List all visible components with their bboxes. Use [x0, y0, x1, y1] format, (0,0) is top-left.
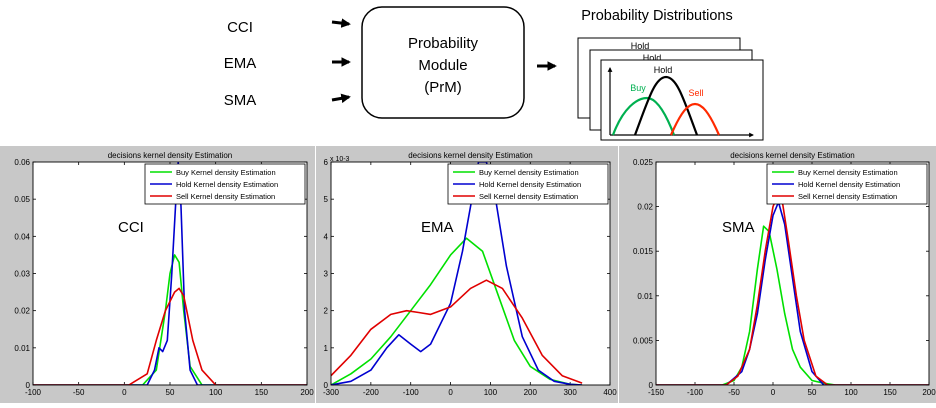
sma-chart-title: decisions kernel density Estimation [730, 151, 855, 160]
cci-axes-box [32, 161, 308, 386]
sma-y-tick-label: 0.025 [633, 158, 654, 167]
ema-plot-annotation: EMA [421, 219, 454, 236]
cci-x-tick-label: 100 [209, 388, 223, 397]
ema-legend-label-buy: Buy Kernel density Estimation [479, 168, 579, 177]
ema-y-exponent: x 10-3 [330, 156, 350, 163]
sma-y-tick-label: 0.02 [637, 203, 653, 212]
ema-x-tick-label: 400 [603, 388, 617, 397]
ema-x-tick-label: -200 [363, 388, 380, 397]
sma-y-tick-label: 0.01 [637, 292, 653, 301]
cci-y-tick-label: 0.03 [14, 270, 30, 279]
card-buy-label: Buy [630, 83, 646, 93]
cci-x-tick-label: -50 [73, 388, 85, 397]
ema-legend-label-sell: Sell Kernel density Estimation [479, 192, 578, 201]
sma-y-tick-label: 0.005 [633, 336, 654, 345]
ema-buy-density-line [331, 237, 583, 385]
card-buy-curve [611, 96, 676, 136]
sma-density-plot: decisions kernel density Estimation -150 -… [619, 146, 936, 403]
module-label-line2: Module [418, 57, 467, 74]
ema-y-tick-label: 0 [324, 381, 329, 390]
ema-y-tick-label: 4 [324, 232, 329, 241]
ema-chart-title: decisions kernel density Estimation [408, 151, 533, 160]
sma-x-tick-label: -100 [687, 388, 704, 397]
arrow-sma-to-module [331, 93, 351, 104]
middle-card-hold-label: Hold [643, 53, 662, 63]
cci-density-plot: decisions kernel density Estimation -100 -… [0, 146, 315, 403]
sma-axes-box [655, 161, 930, 386]
arrow-cci-to-module [331, 18, 351, 28]
cci-plot-annotation: CCI [118, 219, 144, 236]
ema-sell-density-line [331, 279, 583, 384]
cci-x-tick-label: 150 [255, 388, 269, 397]
cci-y-tick-label: 0.05 [14, 195, 30, 204]
ema-plot-svg: decisions kernel density Estimation -300 -… [323, 151, 617, 397]
cci-x-tick-label: 50 [166, 388, 175, 397]
sma-x-tick-label: -50 [728, 388, 740, 397]
sma-plot-svg: decisions kernel density Estimation -150 -… [633, 151, 936, 397]
module-label-line3: (PrM) [424, 79, 462, 96]
cci-legend-label-sell: Sell Kernel density Estimation [176, 192, 275, 201]
sma-buy-density-line [656, 225, 929, 385]
cci-x-tick-label: 200 [300, 388, 314, 397]
ema-y-tick-label: 2 [324, 307, 329, 316]
card-sell-curve [669, 102, 721, 136]
ema-x-tick-label: 100 [484, 388, 498, 397]
ema-density-plot: decisions kernel density Estimation -300 -… [316, 146, 618, 403]
card-hold-label: Hold [654, 65, 673, 75]
cci-legend-label-hold: Hold Kernel density Estimation [176, 180, 278, 189]
sma-x-tick-label: 100 [844, 388, 858, 397]
cci-x-tick-label: -100 [25, 388, 42, 397]
sma-x-tick-label: 0 [771, 388, 776, 397]
back-card-hold-label: Hold [631, 41, 650, 51]
cci-chart-title: decisions kernel density Estimation [108, 151, 233, 160]
ema-y-tick-label: 6 [324, 158, 329, 167]
output-title: Probability Distributions [581, 8, 733, 24]
sma-x-tick-label: -150 [648, 388, 665, 397]
ema-x-tick-label: 300 [563, 388, 577, 397]
input-label-sma: SMA [224, 92, 257, 109]
card-sell-label: Sell [688, 88, 703, 98]
sma-plot-annotation: SMA [722, 219, 755, 236]
cci-y-tick-label: 0.06 [14, 158, 30, 167]
input-label-ema: EMA [224, 55, 257, 72]
ema-y-tick-label: 3 [324, 270, 329, 279]
sma-x-tick-label: 150 [883, 388, 897, 397]
cci-x-tick-label: 0 [122, 388, 127, 397]
module-label-line1: Probability [408, 35, 479, 52]
ema-x-tick-label: -300 [323, 388, 340, 397]
cci-hold-density-line [33, 162, 307, 385]
ema-hold-density-line [331, 162, 583, 385]
ema-y-tick-label: 1 [324, 344, 329, 353]
ema-x-tick-label: -100 [403, 388, 420, 397]
cci-y-tick-label: 0.02 [14, 307, 30, 316]
ema-axes-box [330, 161, 611, 386]
sma-x-tick-label: 50 [808, 388, 817, 397]
probability-module-diagram: CCI EMA SMA Probability Module (PrM) Pro… [224, 6, 764, 141]
ema-y-tick-label: 5 [324, 195, 329, 204]
probability-module-box [361, 6, 525, 119]
cci-legend-label-buy: Buy Kernel density Estimation [176, 168, 276, 177]
cci-sell-density-line [33, 287, 307, 385]
ema-x-tick-label: 0 [448, 388, 453, 397]
ema-x-tick-label: 200 [524, 388, 538, 397]
sma-y-tick-label: 0 [649, 381, 654, 390]
distribution-card-front: Buy Hold Sell [600, 59, 764, 141]
cci-y-tick-label: 0.04 [14, 232, 30, 241]
input-label-cci: CCI [227, 19, 253, 36]
ema-legend-label-hold: Hold Kernel density Estimation [479, 180, 581, 189]
sma-legend-label-hold: Hold Kernel density Estimation [798, 180, 900, 189]
sma-x-tick-label: 200 [922, 388, 936, 397]
sma-y-tick-label: 0.015 [633, 247, 654, 256]
cci-y-tick-label: 0 [26, 381, 31, 390]
sma-legend-label-buy: Buy Kernel density Estimation [798, 168, 898, 177]
sma-hold-density-line [656, 201, 929, 385]
cci-plot-svg: decisions kernel density Estimation -100 -… [14, 151, 314, 397]
cci-y-tick-label: 0.01 [14, 344, 30, 353]
sma-legend-label-sell: Sell Kernel density Estimation [798, 192, 897, 201]
